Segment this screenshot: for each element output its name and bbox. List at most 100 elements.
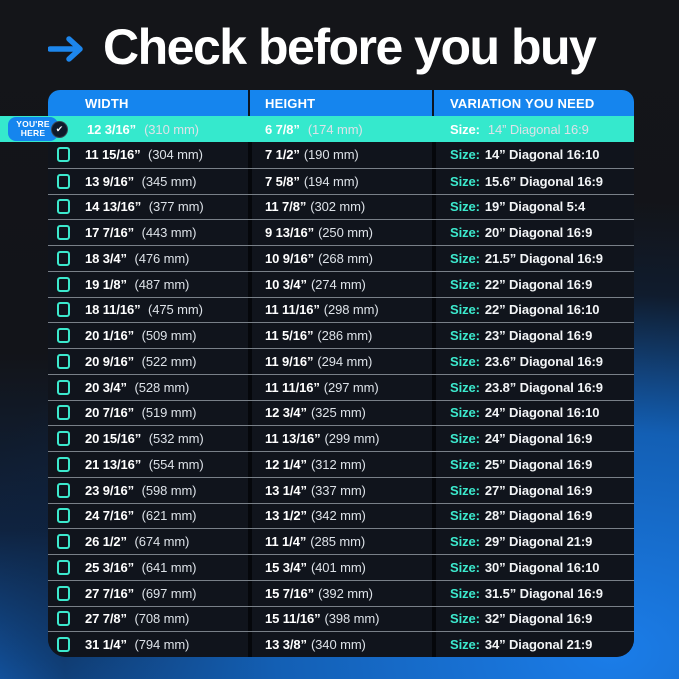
height-cell: 11 9/16” (294 mm) [248,349,432,374]
checkbox-icon[interactable] [57,250,70,266]
width-cell: 20 7/16” (519 mm) [48,401,248,426]
table-row: 18 11/16” (475 mm) 11 11/16” (298 mm) Si… [48,296,634,323]
checkbox-icon[interactable] [57,431,70,447]
column-header-variation: VARIATION YOU NEED [432,90,634,116]
variation-cell: Size: 31.5” Diagonal 16:9 [432,580,634,606]
checkbox-icon[interactable] [57,585,70,601]
table-row: 19 1/8” (487 mm) 10 3/4” (274 mm) Size: 2… [48,270,634,297]
height-cell: 11 13/16” (299 mm) [248,426,432,451]
checkbox-icon[interactable] [57,482,70,498]
width-cell: 21 13/16” (554 mm) [48,452,248,477]
table-row: 20 15/16” (532 mm) 11 13/16” (299 mm) Si… [48,425,634,451]
checkbox-icon[interactable] [57,405,70,421]
variation-cell: Size: 29” Diagonal 21:9 [432,529,634,554]
highlighted-current-row: YOU'RE HERE ✔ 12 3/16” (310 mm) 6 7/8” (17… [0,116,634,142]
height-cell: 15 11/16” (398 mm) [248,606,432,632]
variation-cell: Size: 14” Diagonal 16:9 [450,121,589,137]
table-row: 17 7/16” (443 mm) 9 13/16” (250 mm) Size… [48,219,634,245]
height-cell: 7 1/2” (190 mm) [248,142,432,168]
variation-cell: Size: 30” Diagonal 16:10 [432,555,634,580]
table-row: 14 13/16” (377 mm) 11 7/8” (302 mm) Size… [48,193,634,220]
height-cell: 12 1/4” (312 mm) [248,452,432,477]
height-cell: 10 3/4” (274 mm) [248,271,432,297]
height-cell: 9 13/16” (250 mm) [248,220,432,245]
height-cell: 11 5/16” (286 mm) [248,323,432,348]
variation-cell: Size: 32” Diagonal 16:9 [432,606,634,632]
width-cell: 24 7/16” (621 mm) [48,504,248,529]
variation-cell: Size: 23.6” Diagonal 16:9 [432,349,634,374]
width-cell: 20 1/16” (509 mm) [48,323,248,348]
checkbox-icon[interactable] [57,534,70,550]
table-row: 21 13/16” (554 mm) 12 1/4” (312 mm) Size… [48,451,634,477]
width-cell: 26 1/2” (674 mm) [48,529,248,554]
variation-cell: Size: 22” Diagonal 16:9 [432,271,634,297]
table-row: 11 15/16” (304 mm) 7 1/2” (190 mm) Size:… [48,142,634,168]
width-cell: 31 1/4” (794 mm) [48,632,248,657]
table-row: 20 1/16” (509 mm) 11 5/16” (286 mm) Size… [48,322,634,348]
variation-cell: Size: 24” Diagonal 16:10 [432,400,634,426]
table-row: 20 3/4” (528 mm) 11 11/16” (297 mm) Size… [48,373,634,400]
checkmark-icon: ✔ [51,120,68,138]
variation-cell: Size: 34” Diagonal 21:9 [432,632,634,657]
checkbox-icon[interactable] [57,456,70,472]
height-cell: 11 11/16” (298 mm) [248,297,432,323]
height-cell: 6 7/8” (174 mm) [265,121,363,137]
width-cell: 13 9/16” (345 mm) [48,169,248,194]
height-cell: 15 7/16” (392 mm) [248,580,432,606]
checkbox-icon[interactable] [57,276,70,292]
variation-cell: Size: 19” Diagonal 5:4 [432,194,634,220]
table-row: 20 7/16” (519 mm) 12 3/4” (325 mm) Size:… [48,399,634,426]
arrow-right-icon [48,36,83,62]
height-cell: 12 3/4” (325 mm) [248,400,432,426]
checkbox-icon[interactable] [57,147,70,163]
height-cell: 11 7/8” (302 mm) [248,194,432,220]
height-cell: 11 1/4” (285 mm) [248,529,432,554]
column-header-height: HEIGHT [248,90,432,116]
checkbox-icon[interactable] [57,353,70,369]
variation-cell: Size: 23” Diagonal 16:9 [432,323,634,348]
checkbox-icon[interactable] [57,173,70,189]
checkbox-icon[interactable] [57,508,70,524]
checkbox-icon[interactable] [57,199,70,215]
width-cell: 14 13/16” (377 mm) [48,195,248,220]
table-row: 27 7/8” (708 mm) 15 11/16” (398 mm) Size… [48,605,634,632]
checkbox-icon[interactable] [57,328,70,344]
width-cell: 27 7/8” (708 mm) [48,607,248,632]
checkbox-icon[interactable] [57,302,70,318]
checkbox-icon[interactable] [57,611,70,627]
variation-cell: Size: 22” Diagonal 16:10 [432,297,634,323]
table-row: 26 1/2” (674 mm) 11 1/4” (285 mm) Size: 2… [48,528,634,554]
height-cell: 13 1/2” (342 mm) [248,503,432,529]
variation-cell: Size: 27” Diagonal 16:9 [432,477,634,503]
youre-here-label: YOU'RE HERE [8,117,58,141]
table-row: 20 9/16” (522 mm) 11 9/16” (294 mm) Size… [48,348,634,374]
table-row: 13 9/16” (345 mm) 7 5/8” (194 mm) Size: 1… [48,167,634,194]
variation-cell: Size: 20” Diagonal 16:9 [432,220,634,245]
width-cell: 27 7/16” (697 mm) [48,581,248,606]
height-cell: 11 11/16” (297 mm) [248,374,432,400]
width-cell: 20 15/16” (532 mm) [48,426,248,451]
table-header-row: WIDTH HEIGHT VARIATION YOU NEED [48,90,634,116]
width-cell: 19 1/8” (487 mm) [48,272,248,297]
page-title: Check before you buy [103,19,597,75]
checkbox-icon[interactable] [57,559,70,575]
table-row: 27 7/16” (697 mm) 15 7/16” (392 mm) Size… [48,579,634,606]
checkbox-icon[interactable] [57,379,70,395]
variation-cell: Size: 24” Diagonal 16:9 [432,426,634,451]
table-row: 25 3/16” (641 mm) 15 3/4” (401 mm) Size:… [48,554,634,580]
youre-here-badge: YOU'RE HERE ✔ [8,117,68,141]
height-cell: 7 5/8” (194 mm) [248,168,432,194]
checkbox-icon[interactable] [57,637,70,653]
column-header-width: WIDTH [85,95,129,111]
width-cell: 23 9/16” (598 mm) [48,478,248,503]
checkbox-icon[interactable] [57,225,70,241]
height-cell: 15 3/4” (401 mm) [248,555,432,580]
width-cell: 18 11/16” (475 mm) [48,298,248,323]
variation-cell: Size: 23.8” Diagonal 16:9 [432,374,634,400]
table-row: 18 3/4” (476 mm) 10 9/16” (268 mm) Size:… [48,245,634,271]
table-row: 31 1/4” (794 mm) 13 3/8” (340 mm) Size: 3… [48,631,634,657]
table-row: 23 9/16” (598 mm) 13 1/4” (337 mm) Size:… [48,476,634,503]
width-cell: 18 3/4” (476 mm) [48,246,248,271]
size-table: WIDTH HEIGHT VARIATION YOU NEED YOU'RE H… [0,90,634,657]
width-cell: 17 7/16” (443 mm) [48,220,248,245]
